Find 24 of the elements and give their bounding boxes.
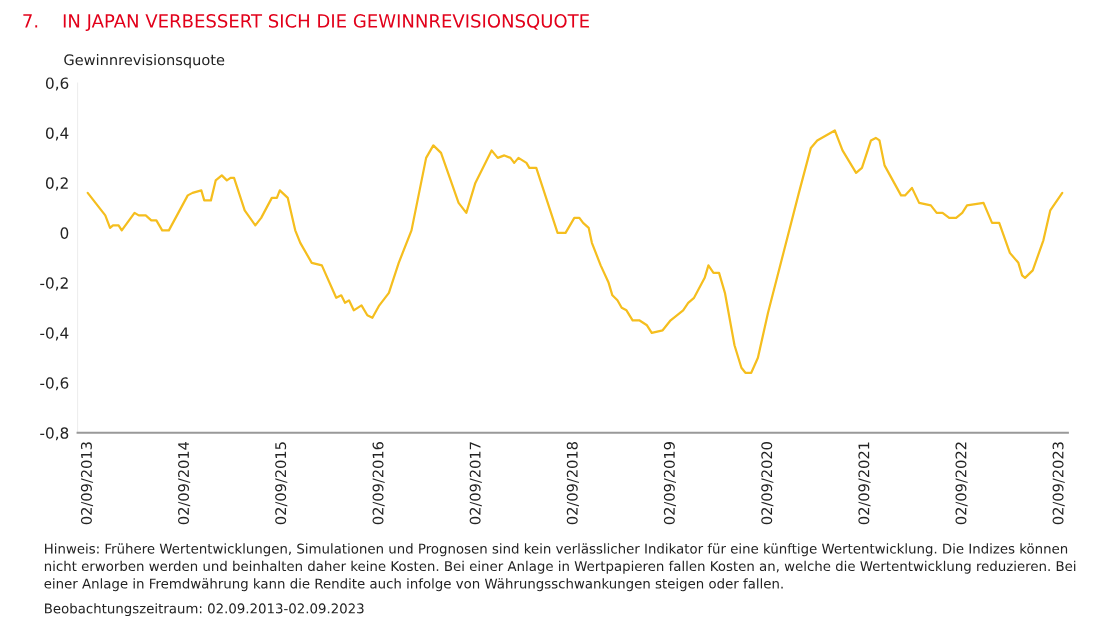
y-tick-label: -0,6 [40,377,69,391]
y-tick-label: -0,4 [40,327,69,341]
x-tick-label: 02/09/2017 [469,442,482,525]
x-tick-label: 02/09/2021 [858,442,871,525]
y-tick-label: 0,6 [45,77,69,91]
x-tick-label: 02/09/2015 [275,442,288,525]
y-axis-title: Gewinnrevisionsquote [64,54,225,69]
x-tick-label: 02/09/2022 [955,442,968,525]
y-tick-label: -0,2 [40,277,68,291]
x-tick-label: 02/09/2020 [761,442,774,525]
x-tick-label: 02/09/2014 [178,441,191,525]
y-tick-label: -0,8 [40,427,69,441]
x-tick-label: 02/09/2023 [1052,442,1065,525]
x-tick-label: 02/09/2018 [566,442,579,525]
x-tick-label: 02/09/2016 [372,441,385,525]
x-tick-label: 02/09/2019 [663,442,677,525]
chart-title: 7. IN JAPAN VERBESSERT SICH DIE GEWINNREVISIONSQUOTE [23,14,589,32]
y-tick-label: 0 [60,227,69,239]
y-tick-label: 0,4 [45,127,69,141]
text: Beobachtungszeitraum: 02.09.2013-02.09.2023 [45,603,364,617]
x-tick-label: 02/09/2013 [80,442,94,525]
y-tick-label: 0,2 [45,177,68,191]
line-series [86,129,1064,374]
text: Hinweis: Frühere Wertentwicklungen, Simulationen und Prognosen sind kein verlässlicher Indikator für eine künftige Wertentwicklung. Die Indizes können nicht erworben werden und beinhalten daher keine Kosten. Bei einer Anlage in Wertpapieren fallen Kosten an, welche die Wertentwicklung reduzieren. Bei einer Anlage in Fremdwährung kann die Rendite auch infolge von Währungsschwankungen steigen oder fallen. [44,543,1076,592]
